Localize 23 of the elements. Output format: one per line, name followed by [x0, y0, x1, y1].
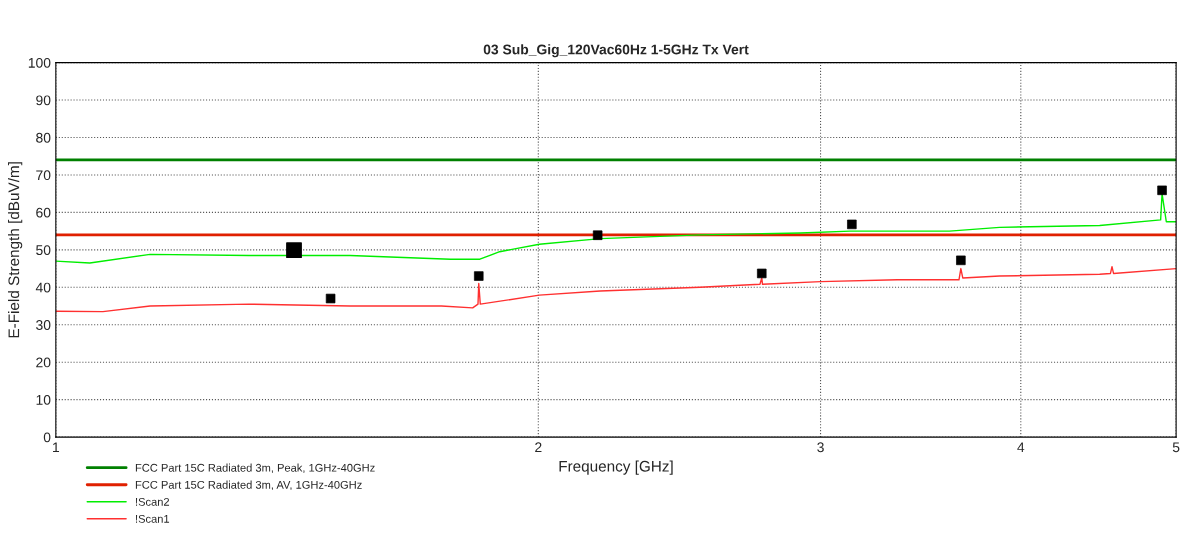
y-tick-label: 20: [36, 357, 51, 368]
y-tick-label: 0: [43, 432, 51, 443]
y-tick-label: 50: [36, 245, 51, 256]
x-axis-title: Frequency [GHz]: [559, 460, 673, 475]
legend-label: !Scan1: [136, 514, 170, 523]
x-tick-label: 2: [535, 442, 542, 453]
y-tick-label: 100: [28, 57, 51, 68]
y-tick-label: 90: [36, 95, 51, 106]
y-axis-title: E-Field Strength [dBuV/m]: [8, 162, 23, 338]
legend-label: !Scan2: [136, 497, 170, 506]
y-tick-label: 40: [35, 282, 51, 293]
y-tick-label: 10: [36, 394, 51, 405]
y-tick-label: 80: [36, 132, 51, 143]
x-tick-label: 1: [53, 442, 60, 453]
y-tick-label: 30: [36, 320, 51, 330]
x-tick-label: 5: [1172, 442, 1180, 453]
y-tick-label: 60: [36, 207, 51, 218]
x-tick-label: 3: [817, 442, 824, 453]
legend-label: FCC Part 15C Radiated 3m, Peak, 1GHz-40GHz: [135, 463, 375, 474]
y-tick-label: 70: [36, 170, 51, 181]
chart-title: 03 Sub_Gig_120Vac60Hz 1-5GHz Tx Vert: [483, 44, 749, 58]
legend-label: FCC Part 15C Radiated 3m, AV, 1GHz-40GHz: [135, 480, 362, 491]
x-tick-label: 4: [1017, 442, 1025, 453]
